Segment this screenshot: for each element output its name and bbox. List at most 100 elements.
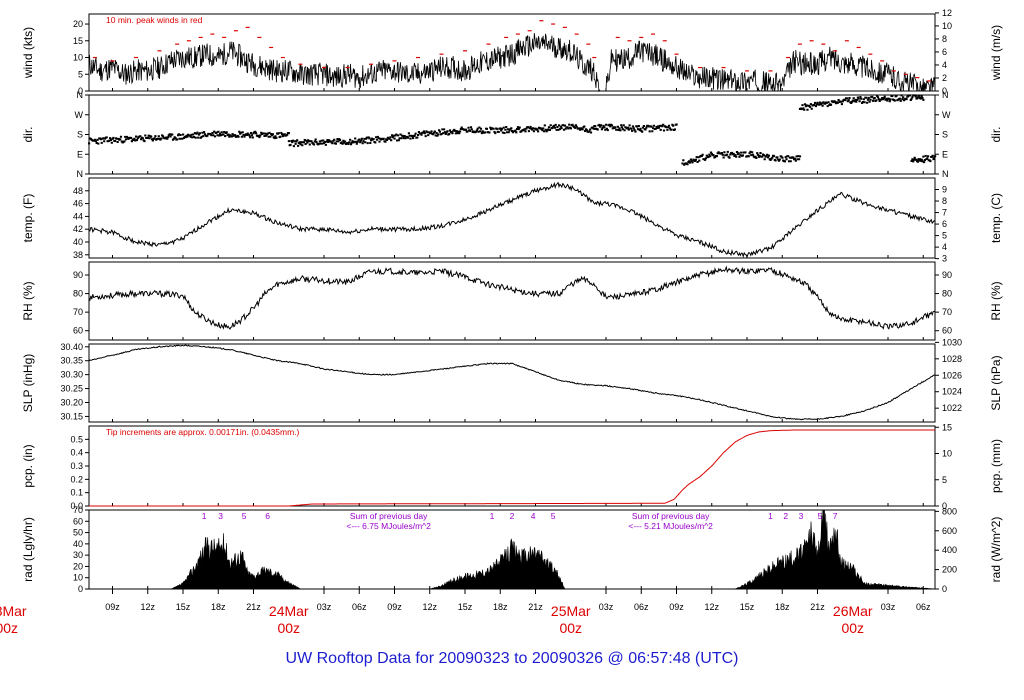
slp-right-tick-label: 1028 (942, 354, 962, 364)
wind-right-tick-label: 2 (942, 73, 947, 83)
radiation-daily-sum-value: <--- 5.21 MJoules/m^2 (628, 521, 713, 531)
rh-left-tick-label: 80 (73, 289, 83, 299)
temp-left-tick-label: 42 (73, 224, 83, 234)
temp-left-tick-label: 48 (73, 186, 83, 196)
temp-right-tick-label: 6 (942, 219, 947, 229)
time-axis-tick-label: 03z (881, 602, 896, 612)
radiation-hour-mark: 4 (531, 511, 536, 521)
rh-frame (88, 261, 936, 341)
rad-left-tick-label: 60 (73, 516, 83, 526)
time-axis-tick-label: 18z (493, 602, 508, 612)
pcp-panel: 0.0 0.1 0.2 0.3 0.4 0.5 0 5 10 15 pcp. (in) pcp. (m… (21, 422, 1003, 511)
pcp-left-tick-label: 0.2 (70, 474, 83, 484)
slp-line (88, 344, 936, 421)
slp-ylabel-right: SLP (hPa) (989, 355, 1003, 410)
slp-right-tick-label: 1022 (942, 403, 962, 413)
rad-ylabel-left: rad (Lgly/hr) (21, 517, 35, 582)
slp-right-tick-label: 1026 (942, 370, 962, 380)
pcp-right-tick-label: 15 (942, 422, 952, 432)
time-axis-tick-label: 21z (528, 602, 543, 612)
dir-ylabel-left: dir. (21, 126, 35, 142)
rh-line (88, 265, 936, 330)
temp-panel: 38 40 42 44 46 48 3 45 67 89 temp. (F) temp. (C) (21, 177, 1003, 264)
time-axis-tick-label: 12z (704, 602, 719, 612)
wind-speed-line (88, 33, 936, 93)
temp-ylabel-right: temp. (C) (989, 193, 1003, 243)
time-axis-tick-label: 12z (422, 602, 437, 612)
pcp-left-tick-label: 0.3 (70, 461, 83, 471)
radiation-hour-mark: 2 (510, 511, 515, 521)
slp-frame (88, 343, 936, 423)
time-axis-tick-label: 03z (599, 602, 614, 612)
slp-left-tick-label: 30.25 (60, 384, 83, 394)
day-label-time: 00z (277, 620, 300, 636)
radiation-daily-sum-label: Sum of previous day (350, 511, 428, 521)
radiation-hour-mark: 3 (799, 511, 804, 521)
rh-panel: 60 70 80 90 60 70 80 90 RH (%) RH (%) (21, 261, 1003, 341)
time-axis-tick-label: 03z (317, 602, 332, 612)
wind-direction-segment (798, 94, 925, 111)
figure-footer-title: UW Rooftop Data for 20090323 to 20090326… (285, 650, 739, 667)
wind-ylabel-left: wind (kts) (21, 27, 35, 79)
time-axis-tick-label: 06z (352, 602, 367, 612)
time-axis-tick-label: 06z (634, 602, 649, 612)
radiation-hour-mark: 5 (551, 511, 556, 521)
time-axis-tick-label: 09z (669, 602, 684, 612)
day-label-time: 00z (559, 620, 582, 636)
wind-left-tick-label: 15 (73, 36, 83, 46)
pcp-left-tick-label: 0.1 (70, 488, 83, 498)
rh-left-tick-label: 60 (73, 326, 83, 336)
wind-peak-annotation: 10 min. peak winds in red (106, 15, 203, 25)
wind-right-tick-label: 0 (942, 86, 947, 96)
radiation-daily-sum-value: <--- 6.75 MJoules/m^2 (346, 521, 431, 531)
pcp-ylabel-right: pcp. (mm) (989, 439, 1003, 493)
slp-panel: 30.15 30.20 30.25 30.30 30.35 30.40 1022 1024 10… (21, 337, 1003, 423)
radiation-hour-mark: 6 (265, 511, 270, 521)
dir-left-tick-label: W (75, 110, 84, 120)
time-axis: 09z 12z 15z 18z 21z 03z 06z 09z 12z 15z 18z 21z 03z 0… (0, 589, 931, 636)
dir-right-tick-label: N (942, 90, 949, 100)
pcp-right-tick-label: 0 (942, 501, 947, 511)
rh-right-tick-label: 60 (942, 326, 952, 336)
slp-left-tick-label: 30.15 (60, 411, 83, 421)
time-axis-tick-label: 09z (105, 602, 120, 612)
time-axis-tick-label: 18z (775, 602, 790, 612)
day-label-date: 24Mar (269, 603, 309, 619)
dir-left-tick-label: E (77, 149, 83, 159)
wind-left-tick-label: 10 (73, 53, 83, 63)
pcp-left-tick-label: 0.4 (70, 448, 83, 458)
wind-direction-segment (88, 130, 290, 145)
rh-ylabel-left: RH (%) (21, 281, 35, 320)
dir-left-tick-label: N (77, 90, 84, 100)
pcp-right-tick-label: 5 (942, 475, 947, 485)
dir-right-tick-label: E (942, 149, 948, 159)
wind-direction-segment (287, 123, 596, 148)
radiation-hour-mark: 5 (817, 511, 822, 521)
pcp-left-tick-label: 0.0 (70, 501, 83, 511)
slp-right-tick-label: 1030 (942, 337, 962, 347)
pcp-frame (88, 425, 936, 507)
radiation-hour-mark: 7 (833, 511, 838, 521)
day-label-time: 00z (0, 620, 18, 636)
radiation-hour-mark: 1 (202, 511, 207, 521)
wind-panel: 0 5 10 15 20 0 2 4 6 8 10 12 wind (kts) wind (m/s) 10 … (21, 8, 1003, 96)
pcp-left-tick-label: 0.5 (70, 434, 83, 444)
time-axis-tick-label: 18z (211, 602, 226, 612)
rad-left-tick-label: 20 (73, 561, 83, 571)
wind-right-tick-label: 4 (942, 60, 947, 70)
rh-left-tick-label: 90 (73, 270, 83, 280)
wind-left-tick-label: 20 (73, 19, 83, 29)
rad-left-tick-label: 0 (78, 584, 83, 594)
wind-right-tick-label: 6 (942, 47, 947, 57)
rh-right-tick-label: 70 (942, 307, 952, 317)
wind-direction-segment (593, 123, 678, 133)
pcp-annotation: Tip increments are approx. 0.00171in. (0… (106, 427, 300, 437)
temp-right-tick-label: 7 (942, 208, 947, 218)
rad-right-tick-label: 600 (942, 526, 957, 536)
day-label-date: 23Mar (0, 603, 27, 619)
radiation-hour-mark: 1 (490, 511, 495, 521)
day-label-date: 25Mar (551, 603, 591, 619)
slp-left-tick-label: 30.20 (60, 398, 83, 408)
temp-right-tick-label: 4 (942, 242, 947, 252)
